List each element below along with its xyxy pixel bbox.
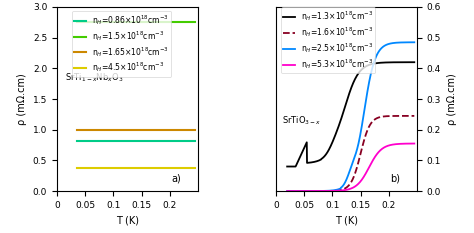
n$_H$=1.6×10$^{18}$cm$^{-3}$ [346, 185, 351, 187]
Text: a): a) [172, 174, 181, 184]
n$_H$=5.3×10$^{18}$cm$^{-3}$ [360, 177, 365, 180]
Text: b): b) [390, 174, 400, 184]
n$_H$=5.3×10$^{18}$cm$^{-3}$ [353, 185, 359, 187]
n$_H$=1.6×10$^{18}$cm$^{-3}$ [345, 185, 350, 188]
Y-axis label: ρ (mΩ.cm): ρ (mΩ.cm) [17, 73, 27, 125]
n$_H$=1.3×10$^{18}$cm$^{-3}$ [353, 76, 359, 79]
X-axis label: T (K): T (K) [335, 215, 358, 225]
n$_H$=2.5×10$^{18}$cm$^{-3}$ [346, 173, 351, 176]
n$_H$=1.3×10$^{18}$cm$^{-3}$ [284, 165, 290, 168]
Y-axis label: ρ (mΩ.cm): ρ (mΩ.cm) [447, 73, 457, 125]
n$_H$=1.6×10$^{18}$cm$^{-3}$ [411, 114, 417, 117]
Text: SrTiO$_{3-x}$: SrTiO$_{3-x}$ [282, 114, 321, 127]
Text: SrTi$_{1-x}$Nb$_x$O$_3$: SrTi$_{1-x}$Nb$_x$O$_3$ [65, 72, 124, 84]
n$_H$=5.3×10$^{18}$cm$^{-3}$ [409, 142, 414, 145]
n$_H$=2.5×10$^{18}$cm$^{-3}$ [389, 42, 394, 45]
n$_H$=5.3×10$^{18}$cm$^{-3}$ [346, 188, 351, 191]
Line: n$_H$=2.5×10$^{18}$cm$^{-3}$: n$_H$=2.5×10$^{18}$cm$^{-3}$ [287, 42, 414, 191]
Line: n$_H$=1.3×10$^{18}$cm$^{-3}$: n$_H$=1.3×10$^{18}$cm$^{-3}$ [287, 62, 414, 167]
n$_H$=2.5×10$^{18}$cm$^{-3}$ [411, 41, 417, 44]
Legend: n$_H$=0.86×10$^{18}$cm$^{-3}$, n$_H$=1.5×10$^{18}$cm$^{-3}$, n$_H$=1.65×10$^{18}: n$_H$=0.86×10$^{18}$cm$^{-3}$, n$_H$=1.5… [72, 11, 171, 77]
n$_H$=5.3×10$^{18}$cm$^{-3}$ [345, 188, 350, 191]
n$_H$=1.3×10$^{18}$cm$^{-3}$ [346, 95, 351, 98]
n$_H$=1.3×10$^{18}$cm$^{-3}$ [411, 61, 417, 64]
n$_H$=2.5×10$^{18}$cm$^{-3}$ [360, 119, 365, 121]
n$_H$=1.3×10$^{18}$cm$^{-3}$ [389, 61, 394, 64]
n$_H$=2.5×10$^{18}$cm$^{-3}$ [409, 41, 414, 44]
X-axis label: T (K): T (K) [116, 215, 139, 225]
n$_H$=2.5×10$^{18}$cm$^{-3}$ [353, 152, 359, 154]
n$_H$=1.6×10$^{18}$cm$^{-3}$ [353, 169, 359, 172]
n$_H$=5.3×10$^{18}$cm$^{-3}$ [389, 144, 394, 146]
n$_H$=1.3×10$^{18}$cm$^{-3}$ [360, 67, 365, 70]
n$_H$=5.3×10$^{18}$cm$^{-3}$ [411, 142, 417, 145]
n$_H$=1.6×10$^{18}$cm$^{-3}$ [360, 143, 365, 146]
n$_H$=5.3×10$^{18}$cm$^{-3}$ [284, 190, 290, 192]
n$_H$=1.6×10$^{18}$cm$^{-3}$ [389, 115, 394, 117]
Line: n$_H$=5.3×10$^{18}$cm$^{-3}$: n$_H$=5.3×10$^{18}$cm$^{-3}$ [287, 144, 414, 191]
n$_H$=1.6×10$^{18}$cm$^{-3}$ [284, 190, 290, 192]
n$_H$=1.6×10$^{18}$cm$^{-3}$ [409, 114, 414, 117]
n$_H$=1.3×10$^{18}$cm$^{-3}$ [345, 97, 350, 100]
Legend: n$_H$=1.3×10$^{18}$cm$^{-3}$, n$_H$=1.6×10$^{18}$cm$^{-3}$, n$_H$=2.5×10$^{18}$c: n$_H$=1.3×10$^{18}$cm$^{-3}$, n$_H$=1.6×… [281, 7, 375, 73]
n$_H$=2.5×10$^{18}$cm$^{-3}$ [345, 175, 350, 178]
n$_H$=2.5×10$^{18}$cm$^{-3}$ [284, 190, 290, 192]
n$_H$=1.3×10$^{18}$cm$^{-3}$ [409, 61, 414, 64]
Line: n$_H$=1.6×10$^{18}$cm$^{-3}$: n$_H$=1.6×10$^{18}$cm$^{-3}$ [287, 116, 414, 191]
